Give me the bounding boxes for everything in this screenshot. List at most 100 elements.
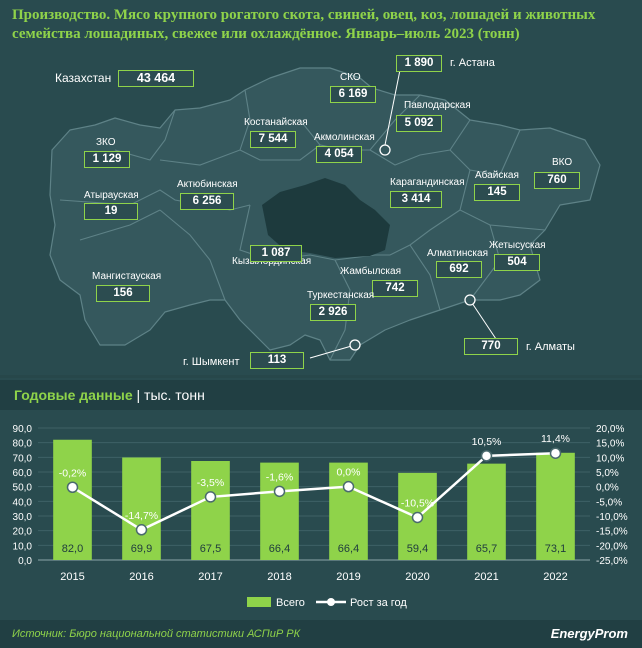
bar (467, 463, 506, 560)
y-tick-label: 20,0 (13, 527, 33, 538)
y-tick-label: 80,0 (13, 439, 33, 450)
growth-point (204, 491, 217, 503)
region-label: Костанайская (244, 117, 308, 128)
growth-value-label: -1,6% (266, 471, 293, 483)
legend-label-line: Рост за год (350, 597, 407, 609)
bar-value-label: 66,4 (269, 543, 290, 555)
y-tick-label: 30,0 (13, 512, 33, 523)
bar (122, 457, 161, 560)
brand-logo: EnergyProm (550, 626, 628, 641)
section-header (0, 380, 642, 410)
region-label: г. Шымкент (183, 356, 240, 368)
region-label: Жетысуская (489, 240, 546, 251)
region-label: Акмолинская (314, 132, 375, 143)
region-value: 742 (372, 280, 418, 297)
astana-marker (379, 144, 391, 156)
y-tick-label: 90,0 (13, 424, 33, 435)
bar-value-label: 59,4 (407, 543, 428, 555)
x-tick-label: 2018 (267, 571, 291, 583)
y2-tick-label: -15,0% (596, 527, 628, 538)
region-label: Мангистауская (92, 271, 162, 282)
kazakhstan-map (49, 67, 601, 361)
y2-tick-label: 0,0% (596, 483, 619, 494)
footer (0, 620, 642, 648)
region-value: 770 (464, 338, 518, 355)
almaty-marker (464, 294, 476, 306)
growth-value-label: 0,0% (337, 467, 361, 479)
page-title: Производство. Мясо крупного рогатого ско… (12, 7, 596, 42)
growth-value-label: -3,5% (197, 477, 224, 489)
bar (329, 462, 368, 560)
region-value: 2 926 (310, 304, 356, 321)
growth-point (66, 481, 79, 494)
bar-value-label: 82,0 (62, 543, 83, 555)
y2-tick-label: -10,0% (596, 512, 628, 523)
x-tick-label: 2022 (543, 571, 567, 583)
region-value: 6 169 (330, 86, 376, 103)
bar-value-label: 73,1 (545, 543, 566, 555)
x-tick-label: 2020 (405, 571, 429, 583)
legend-swatch-bars (247, 597, 271, 607)
y2-tick-label: -20,0% (596, 541, 628, 552)
y2-tick-label: 15,0% (596, 439, 624, 450)
region-value: 113 (250, 352, 304, 369)
bar (53, 439, 92, 560)
region-label: Актюбинская (177, 179, 238, 190)
y2-tick-label: 10,0% (596, 453, 624, 464)
growth-point (480, 450, 493, 462)
y2-tick-label: -25,0% (596, 556, 628, 567)
x-tick-label: 2016 (129, 571, 153, 583)
region-label: Казахстан (55, 71, 112, 85)
region-label: СКО (340, 72, 361, 83)
region-value: 145 (474, 184, 520, 201)
region-label: Павлодарская (404, 100, 471, 111)
growth-value-label: -0,2% (59, 467, 86, 479)
y-tick-label: 40,0 (13, 497, 33, 508)
shymkent-marker (349, 339, 361, 351)
region-label: г. Астана (450, 57, 495, 69)
y2-tick-label: 5,0% (596, 468, 619, 479)
region-value: 1 129 (84, 151, 130, 168)
growth-point (135, 524, 148, 536)
growth-point (549, 447, 562, 459)
region-label: Карагандинская (390, 177, 465, 188)
bar-value-label: 67,5 (200, 543, 221, 555)
growth-point (273, 485, 286, 498)
region-value: 4 054 (316, 146, 362, 163)
x-tick-label: 2015 (60, 571, 84, 583)
region-value: 43 464 (118, 70, 194, 87)
growth-point (342, 480, 355, 493)
region-label: Атырауская (84, 190, 139, 201)
growth-point (411, 511, 424, 524)
region-label: Алматинская (427, 248, 488, 259)
x-tick-label: 2021 (474, 571, 498, 583)
region-value: 760 (534, 172, 580, 189)
region-value: 1 087 (250, 245, 302, 262)
region-value: 3 414 (390, 191, 442, 208)
source-note: Источник: Бюро национальной статистики А… (12, 628, 301, 640)
growth-line (71, 451, 556, 532)
region-label: Абайская (475, 170, 519, 181)
y2-tick-label: 20,0% (596, 424, 624, 435)
section-title: Годовые данные | тыс. тонн (14, 387, 205, 403)
region-value: 7 544 (250, 131, 296, 148)
y-tick-label: 0,0 (18, 556, 32, 567)
x-tick-label: 2019 (336, 571, 360, 583)
y-tick-label: 60,0 (13, 468, 33, 479)
region-value: 19 (84, 203, 138, 220)
y2-tick-label: -5,0% (596, 497, 622, 508)
region-label: Туркестанская (307, 290, 375, 301)
region-value: 1 890 (396, 55, 442, 72)
bar (191, 461, 230, 560)
region-label: г. Алматы (526, 341, 575, 353)
bar (536, 452, 575, 560)
growth-value-label: 11,4% (541, 433, 570, 445)
region-label: Жамбылская (340, 266, 401, 277)
region-value: 6 256 (180, 193, 234, 210)
annual-chart: 0,0 10,0 20,0 30,0 40,0 50,0 60,0 70,0 80,0 90,0 -… (13, 424, 628, 609)
y-tick-label: 70,0 (13, 453, 33, 464)
bar-value-label: 65,7 (476, 543, 497, 555)
y-tick-label: 10,0 (13, 541, 33, 552)
region-value: 156 (96, 285, 150, 302)
